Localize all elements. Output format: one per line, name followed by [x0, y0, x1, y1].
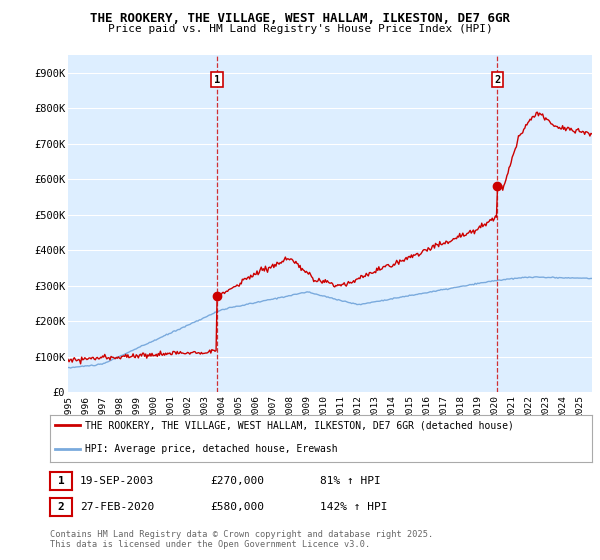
- Text: HPI: Average price, detached house, Erewash: HPI: Average price, detached house, Erew…: [85, 444, 338, 454]
- Text: 1: 1: [58, 476, 64, 486]
- Text: Price paid vs. HM Land Registry's House Price Index (HPI): Price paid vs. HM Land Registry's House …: [107, 24, 493, 34]
- Text: 2: 2: [494, 75, 500, 85]
- Text: THE ROOKERY, THE VILLAGE, WEST HALLAM, ILKESTON, DE7 6GR (detached house): THE ROOKERY, THE VILLAGE, WEST HALLAM, I…: [85, 421, 514, 430]
- Text: 1: 1: [214, 75, 220, 85]
- Text: 142% ↑ HPI: 142% ↑ HPI: [320, 502, 388, 512]
- Text: 2: 2: [58, 502, 64, 512]
- Text: £270,000: £270,000: [210, 476, 264, 486]
- Text: 81% ↑ HPI: 81% ↑ HPI: [320, 476, 381, 486]
- Text: 19-SEP-2003: 19-SEP-2003: [80, 476, 154, 486]
- Text: THE ROOKERY, THE VILLAGE, WEST HALLAM, ILKESTON, DE7 6GR: THE ROOKERY, THE VILLAGE, WEST HALLAM, I…: [90, 12, 510, 25]
- Text: Contains HM Land Registry data © Crown copyright and database right 2025.
This d: Contains HM Land Registry data © Crown c…: [50, 530, 433, 549]
- Text: 27-FEB-2020: 27-FEB-2020: [80, 502, 154, 512]
- Text: £580,000: £580,000: [210, 502, 264, 512]
